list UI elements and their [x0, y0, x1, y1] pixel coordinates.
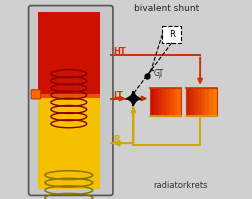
Bar	[212, 88, 216, 116]
Text: radiatorkrets: radiatorkrets	[152, 180, 207, 190]
Bar	[169, 88, 173, 116]
Bar	[208, 88, 212, 116]
Polygon shape	[131, 101, 135, 105]
Bar	[173, 88, 177, 116]
Text: R: R	[168, 30, 174, 39]
Bar	[38, 12, 99, 98]
Bar	[189, 88, 193, 116]
Text: F: F	[158, 75, 161, 80]
Polygon shape	[131, 92, 135, 96]
Bar	[154, 88, 158, 116]
FancyBboxPatch shape	[162, 26, 180, 43]
Text: LT: LT	[113, 91, 123, 100]
Bar	[150, 88, 154, 116]
Bar	[185, 88, 216, 116]
Bar	[150, 88, 180, 116]
FancyBboxPatch shape	[28, 6, 113, 195]
Polygon shape	[135, 96, 139, 101]
Text: GT: GT	[153, 69, 163, 78]
Text: HT: HT	[113, 47, 126, 56]
Bar	[38, 94, 99, 103]
FancyBboxPatch shape	[31, 90, 41, 99]
Bar	[185, 88, 189, 116]
Bar	[38, 98, 99, 189]
Bar	[201, 88, 205, 116]
Bar	[158, 88, 161, 116]
Bar	[177, 88, 180, 116]
Bar	[165, 88, 169, 116]
Bar	[193, 88, 197, 116]
Bar	[205, 88, 208, 116]
Text: R: R	[113, 135, 120, 144]
Bar	[161, 88, 165, 116]
Bar	[197, 88, 201, 116]
Polygon shape	[127, 96, 131, 101]
Text: bivalent shunt: bivalent shunt	[133, 4, 198, 13]
